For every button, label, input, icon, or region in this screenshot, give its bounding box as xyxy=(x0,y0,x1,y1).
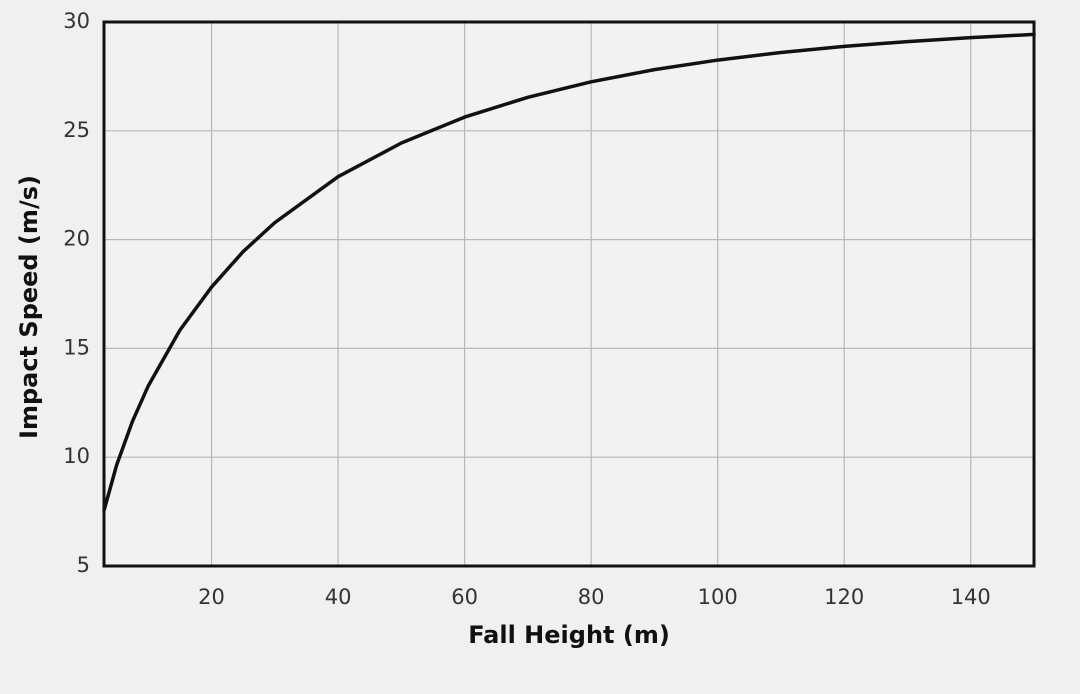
y-tick-label: 5 xyxy=(77,553,90,577)
data-line xyxy=(102,32,1036,513)
x-tick-label: 60 xyxy=(451,585,478,609)
marks xyxy=(102,32,1036,513)
x-tick-label: 100 xyxy=(698,585,738,609)
x-tick-label: 40 xyxy=(325,585,352,609)
x-tick-label: 120 xyxy=(824,585,864,609)
x-tick-label: 20 xyxy=(198,585,225,609)
y-tick-label: 20 xyxy=(63,227,90,251)
y-tick-label: 30 xyxy=(63,9,90,33)
y-tick-label: 15 xyxy=(63,335,90,359)
x-tick-label: 80 xyxy=(578,585,605,609)
y-tick-label: 25 xyxy=(63,118,90,142)
y-tick-label: 10 xyxy=(63,444,90,468)
y-axis-label: Impact Speed (m/s) xyxy=(15,175,43,439)
plot-area xyxy=(104,22,1034,566)
plot-frame xyxy=(102,20,1036,568)
x-axis-label: Fall Height (m) xyxy=(468,621,670,649)
x-tick-label: 140 xyxy=(951,585,991,609)
